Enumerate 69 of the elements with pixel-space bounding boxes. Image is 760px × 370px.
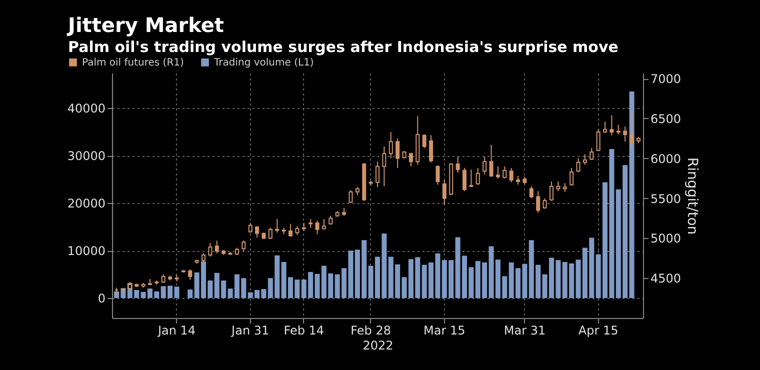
candlestick <box>469 169 474 188</box>
candlestick <box>582 154 587 166</box>
candlestick <box>396 138 400 168</box>
y2-tick-label: 7000 <box>650 72 682 86</box>
x-tick-label: Feb 28 <box>350 324 391 338</box>
chart-title: Jittery Market <box>66 13 224 37</box>
candlestick <box>590 148 594 160</box>
candlestick <box>322 218 326 230</box>
x-tick-label: Feb 14 <box>284 324 324 338</box>
candlestick <box>388 132 393 159</box>
y2-tick-label: 4500 <box>650 272 682 286</box>
candlestick <box>315 220 320 235</box>
bar <box>188 290 193 298</box>
candlestick <box>422 134 426 149</box>
candlestick <box>408 152 413 167</box>
y2-tick-label: 6500 <box>650 112 682 126</box>
candlestick <box>188 268 192 280</box>
candlestick <box>536 190 540 214</box>
candlestick <box>496 166 500 179</box>
candlestick <box>610 114 614 136</box>
candlestick <box>456 156 460 174</box>
x-axis-title: 2022 <box>362 338 394 352</box>
candlestick <box>630 112 634 149</box>
y-tick-label: 40000 <box>67 102 106 116</box>
bar <box>629 92 634 298</box>
candlestick <box>208 242 212 258</box>
y2-axis-title: Ringgit/ton <box>684 157 700 235</box>
candlestick <box>570 167 574 186</box>
candlestick <box>529 186 534 199</box>
candlestick <box>348 190 353 204</box>
x-tick-label: Apr 15 <box>578 324 618 338</box>
candlestick <box>603 121 608 134</box>
candlestick <box>576 158 580 172</box>
y2-tick-label: 6000 <box>650 152 682 166</box>
y2-tick-label: 5500 <box>650 192 682 206</box>
candlestick <box>489 144 494 178</box>
candlestick <box>442 179 446 206</box>
candlestick <box>214 240 219 254</box>
candlestick <box>275 218 280 234</box>
candlestick <box>462 167 466 192</box>
y-tick-label: 10000 <box>67 244 106 258</box>
x-tick-label: Mar 31 <box>504 324 546 338</box>
candlestick <box>382 146 386 187</box>
candlestick <box>476 167 480 186</box>
y-tick-label: 0 <box>98 292 106 306</box>
candlestick <box>502 166 507 179</box>
y-tick-label: 20000 <box>67 196 106 211</box>
candlestick <box>482 156 487 175</box>
candlestick <box>623 126 628 142</box>
candlestick <box>436 165 440 186</box>
y-tick-label: 30000 <box>67 149 106 164</box>
y2-tick-label: 5000 <box>650 232 682 246</box>
candlestick <box>288 223 293 238</box>
legend-label: Trading volume (L1) <box>213 57 314 68</box>
candlestick <box>556 181 560 192</box>
candlestick <box>549 181 554 202</box>
candlestick <box>255 226 260 238</box>
legend-label: Palm oil futures (R1) <box>82 57 184 68</box>
candlestick <box>509 167 514 183</box>
candlestick <box>596 129 600 152</box>
chart-subtitle: Palm oil's trading volume surges after Indonesia's surprise move <box>68 38 618 56</box>
candlestick <box>616 124 620 135</box>
x-tick-label: Jan 14 <box>156 324 196 338</box>
candlestick <box>429 134 434 163</box>
candlestick <box>376 161 380 188</box>
candlestick <box>268 227 272 240</box>
x-tick-label: Mar 15 <box>424 324 466 338</box>
x-tick-label: Jan 31 <box>230 324 270 338</box>
candlestick <box>242 240 246 252</box>
